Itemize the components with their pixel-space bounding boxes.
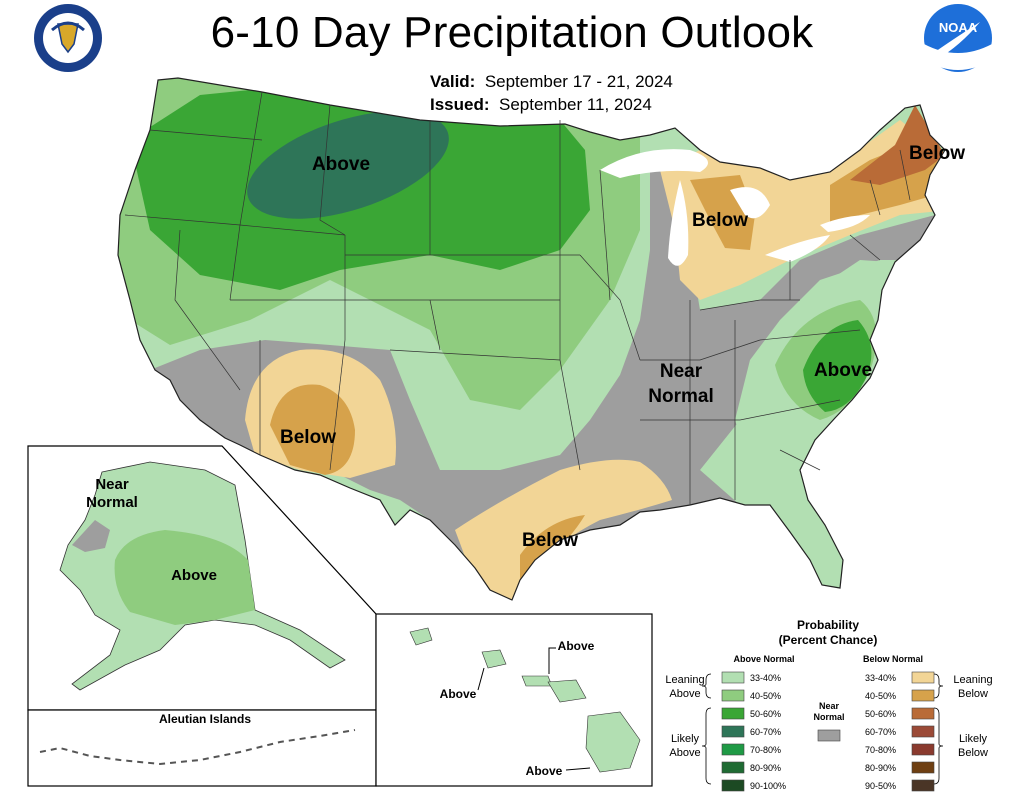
legend-above-swatch-5: [721, 761, 745, 774]
label-southwest: Below: [280, 427, 336, 448]
commerce-seal-icon: [34, 4, 102, 72]
issued-row: Issued: September 11, 2024: [430, 93, 673, 116]
issued-date: September 11, 2024: [498, 95, 652, 114]
legend-below-label-3: 60-70%: [865, 727, 896, 737]
legend-below-swatch-4: [911, 743, 935, 756]
valid-label: Valid:: [430, 72, 476, 91]
legend-above-swatch-2: [721, 707, 745, 720]
noaa-logo-text: NOAA: [939, 20, 978, 35]
label-mid-atlantic: Above: [814, 360, 872, 381]
legend-above-label-0: 33-40%: [750, 673, 781, 683]
legend-above-label-4: 70-80%: [750, 745, 781, 755]
legend-above-swatch-6: [721, 779, 745, 792]
label-northeast: Below: [909, 143, 965, 164]
legend-near-line1: Near: [819, 701, 840, 711]
label-mid-south-line2: Normal: [648, 386, 713, 407]
legend-below-label-2: 50-60%: [865, 709, 896, 719]
legend-title-line1: Probability: [797, 618, 859, 632]
legend-below-swatch-1: [911, 689, 935, 702]
legend-below-swatches: 33-40% 40-50% 50-60% 60-70% 70-80% 80-90% 90-5…: [865, 671, 935, 792]
legend-likely-below-1: Likely: [959, 733, 988, 745]
legend-below-label-6: 90-50%: [865, 781, 896, 791]
aleutian-islands-title: Aleutian Islands: [159, 712, 251, 726]
legend-likely-above-1: Likely: [671, 733, 700, 745]
legend-below-label-1: 40-50%: [865, 691, 896, 701]
label-mid-south-line1: Near: [660, 361, 703, 382]
legend-above-swatch-0: [721, 671, 745, 684]
legend-below-label-0: 33-40%: [865, 673, 896, 683]
validity-block: Valid: September 17 - 21, 2024 Issued: S…: [430, 70, 673, 116]
legend-above-label-3: 60-70%: [750, 727, 781, 737]
hawaii-label-south: Above: [526, 764, 563, 778]
legend-below-label-4: 70-80%: [865, 745, 896, 755]
legend-above-swatch-1: [721, 689, 745, 702]
alaska-inset: Near Normal Above Aleutian Islands: [27, 445, 377, 787]
legend-above-label-5: 80-90%: [750, 763, 781, 773]
legend: Probability (Percent Chance) Above Norma…: [665, 618, 993, 792]
legend-above-label-6: 90-100%: [750, 781, 786, 791]
legend-below-header: Below Normal: [863, 654, 923, 664]
legend-above-header: Above Normal: [733, 654, 794, 664]
legend-near-swatch: [817, 729, 841, 742]
legend-above-label-2: 50-60%: [750, 709, 781, 719]
legend-likely-below-2: Below: [958, 747, 988, 759]
label-northern-plains: Above: [312, 154, 370, 175]
legend-title-line2: (Percent Chance): [779, 633, 878, 647]
hawaii-inset: Above Above Above: [375, 613, 653, 787]
map-title: 6-10 Day Precipitation Outlook: [210, 8, 814, 57]
legend-likely-above-2: Above: [669, 747, 700, 759]
hawaii-label-north: Above: [558, 639, 595, 653]
label-gulf-coast: Below: [522, 530, 578, 551]
legend-above-swatch-3: [721, 725, 745, 738]
legend-below-swatch-3: [911, 725, 935, 738]
legend-below-swatch-5: [911, 761, 935, 774]
legend-below-swatch-6: [911, 779, 935, 792]
alaska-label-west-line1: Near: [95, 476, 129, 493]
valid-row: Valid: September 17 - 21, 2024: [430, 70, 673, 93]
legend-above-swatch-4: [721, 743, 745, 756]
label-great-lakes: Below: [692, 210, 748, 231]
hawaii-label-west: Above: [440, 687, 477, 701]
legend-below-label-5: 80-90%: [865, 763, 896, 773]
issued-label: Issued:: [430, 95, 490, 114]
legend-leaning-below-2: Below: [958, 688, 988, 700]
valid-dates: September 17 - 21, 2024: [484, 72, 673, 91]
legend-leaning-below-1: Leaning: [953, 674, 992, 686]
legend-leaning-above-2: Above: [669, 688, 700, 700]
noaa-logo-icon: NOAA: [924, 4, 992, 72]
state-boundaries: [124, 91, 911, 505]
legend-leaning-above-1: Leaning: [665, 674, 704, 686]
legend-below-swatch-2: [911, 707, 935, 720]
alaska-label-west-line2: Normal: [86, 494, 138, 511]
conus-shading: [118, 78, 945, 600]
great-lakes: [600, 149, 870, 266]
legend-above-label-1: 40-50%: [750, 691, 781, 701]
legend-below-swatch-0: [911, 671, 935, 684]
legend-near-line2: Normal: [813, 712, 844, 722]
legend-above-swatches: 33-40% 40-50% 50-60% 60-70% 70-80% 80-90% 90-1…: [721, 671, 786, 792]
alaska-label-interior: Above: [171, 567, 217, 584]
